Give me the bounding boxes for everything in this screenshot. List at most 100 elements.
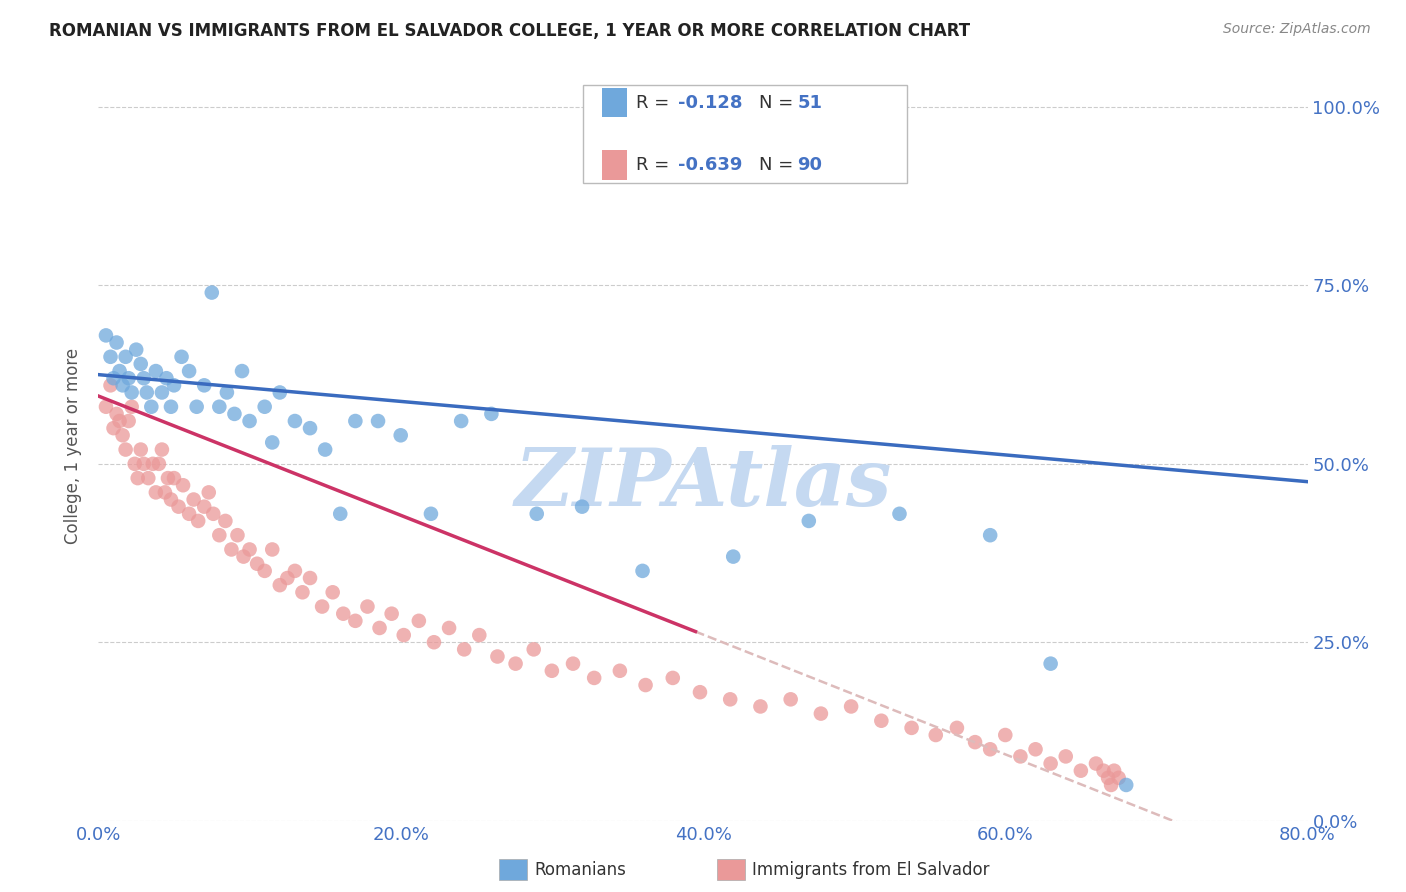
Text: Immigrants from El Salvador: Immigrants from El Salvador — [752, 861, 990, 879]
Point — [392, 628, 415, 642]
Point — [179, 507, 201, 521]
Text: N =: N = — [759, 94, 799, 112]
Point — [103, 421, 125, 435]
Text: ROMANIAN VS IMMIGRANTS FROM EL SALVADOR COLLEGE, 1 YEAR OR MORE CORRELATION CHAR: ROMANIAN VS IMMIGRANTS FROM EL SALVADOR … — [49, 22, 970, 40]
Point — [1024, 742, 1046, 756]
Point — [437, 621, 460, 635]
Point — [486, 649, 509, 664]
Point — [100, 350, 122, 364]
Point — [145, 485, 167, 500]
Point — [965, 735, 987, 749]
Point — [160, 400, 183, 414]
Point — [311, 599, 333, 614]
Point — [193, 500, 215, 514]
Text: Source: ZipAtlas.com: Source: ZipAtlas.com — [1223, 22, 1371, 37]
Point — [125, 343, 148, 357]
Point — [839, 699, 862, 714]
Point — [121, 400, 143, 414]
Point — [127, 471, 149, 485]
Point — [105, 335, 128, 350]
Point — [197, 485, 219, 500]
Point — [810, 706, 832, 721]
Point — [381, 607, 404, 621]
Point — [1039, 657, 1062, 671]
Text: -0.128: -0.128 — [678, 94, 742, 112]
Point — [269, 578, 291, 592]
Point — [167, 500, 190, 514]
Point — [332, 607, 354, 621]
Point — [163, 378, 186, 392]
Point — [111, 428, 134, 442]
Point — [389, 428, 412, 442]
Point — [481, 407, 503, 421]
Point — [111, 378, 134, 392]
Point — [246, 557, 269, 571]
Text: R =: R = — [636, 94, 675, 112]
Point — [148, 457, 170, 471]
Point — [526, 507, 548, 521]
Point — [163, 471, 186, 485]
Point — [224, 407, 246, 421]
Point — [114, 442, 136, 457]
Text: 90: 90 — [797, 156, 823, 174]
Point — [187, 514, 209, 528]
Point — [797, 514, 820, 528]
Point — [344, 414, 367, 428]
Point — [562, 657, 585, 671]
Point — [253, 564, 276, 578]
Point — [208, 528, 231, 542]
Point — [870, 714, 893, 728]
Point — [201, 285, 224, 300]
Point — [262, 435, 284, 450]
Text: Romanians: Romanians — [534, 861, 626, 879]
Point — [208, 400, 231, 414]
Point — [239, 414, 262, 428]
Point — [420, 507, 443, 521]
Point — [718, 692, 741, 706]
Point — [505, 657, 527, 671]
Point — [523, 642, 546, 657]
Point — [994, 728, 1017, 742]
Point — [103, 371, 125, 385]
Point — [299, 571, 322, 585]
Point — [105, 407, 128, 421]
Point — [609, 664, 631, 678]
Point — [214, 514, 236, 528]
Point — [571, 500, 593, 514]
Point — [661, 671, 683, 685]
Point — [226, 528, 249, 542]
Point — [450, 414, 472, 428]
Point — [172, 478, 194, 492]
Point — [150, 385, 173, 400]
Point — [314, 442, 336, 457]
Text: N =: N = — [759, 156, 799, 174]
Point — [889, 507, 911, 521]
Text: 51: 51 — [797, 94, 823, 112]
Point — [142, 457, 165, 471]
Point — [322, 585, 344, 599]
Point — [1010, 749, 1032, 764]
Point — [118, 371, 141, 385]
Point — [108, 364, 131, 378]
Point — [232, 549, 254, 564]
Text: ZIPAtlas: ZIPAtlas — [515, 445, 891, 522]
Point — [329, 507, 352, 521]
Point — [1085, 756, 1108, 771]
Text: R =: R = — [636, 156, 675, 174]
Point — [108, 414, 131, 428]
Point — [202, 507, 225, 521]
Point — [1099, 778, 1122, 792]
Point — [276, 571, 298, 585]
Point — [631, 564, 654, 578]
Point — [367, 414, 389, 428]
Point — [1070, 764, 1092, 778]
Point — [723, 549, 745, 564]
Point — [221, 542, 243, 557]
Point — [155, 371, 177, 385]
Point — [269, 385, 291, 400]
Point — [215, 385, 238, 400]
Point — [344, 614, 367, 628]
Point — [423, 635, 446, 649]
Point — [749, 699, 772, 714]
Point — [356, 599, 378, 614]
